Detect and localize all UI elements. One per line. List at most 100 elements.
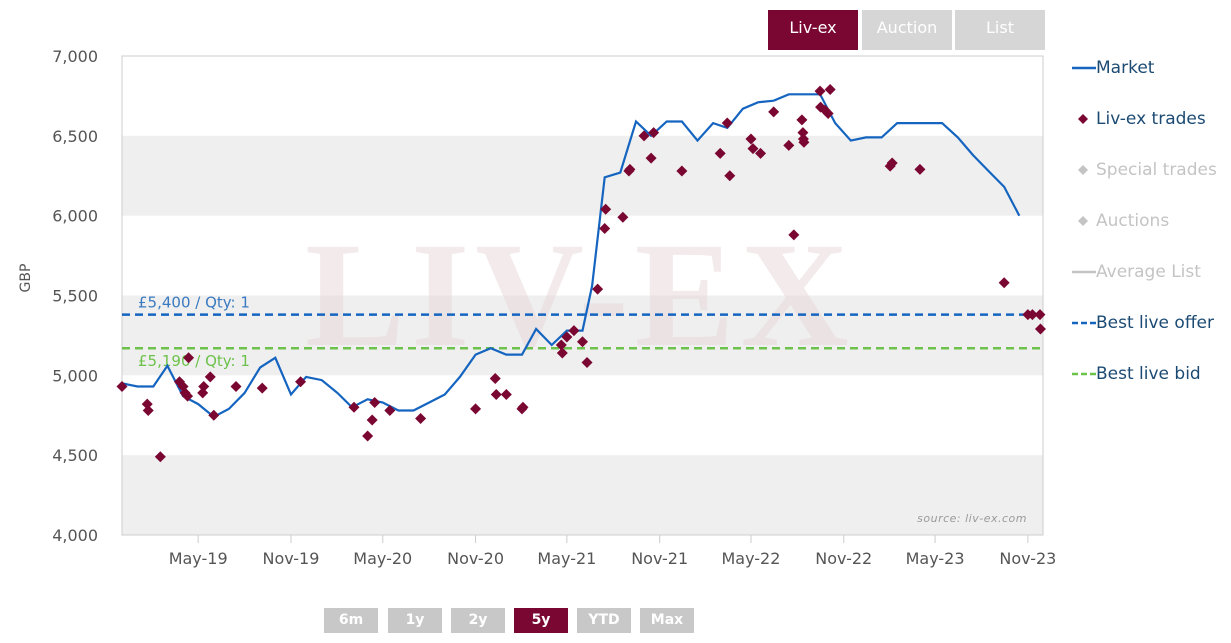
trade-point <box>154 451 166 463</box>
diamond-icon <box>1070 211 1096 231</box>
best-live-offer-label: £5,400 / Qty: 1 <box>138 294 250 312</box>
source-credit: source: liv-ex.com <box>917 512 1027 525</box>
legend-label: Special trades <box>1096 160 1217 180</box>
trade-point <box>256 382 268 394</box>
trade-point <box>230 381 242 393</box>
y-tick-label: 7,000 <box>52 47 98 66</box>
trade-point <box>198 381 210 393</box>
trade-point <box>1034 323 1046 335</box>
line-icon <box>1070 313 1096 333</box>
legend-item-market[interactable]: Market <box>1070 58 1154 82</box>
legend-label: Auctions <box>1096 211 1170 231</box>
trade-point <box>638 130 650 142</box>
range-button-max[interactable]: Max <box>640 608 694 633</box>
trade-point <box>500 388 512 400</box>
trade-point <box>182 390 194 402</box>
trade-point <box>204 371 216 383</box>
trade-point <box>362 430 374 442</box>
grid-bands <box>121 55 1044 536</box>
x-tick-label: Nov-21 <box>631 549 688 568</box>
trade-point <box>295 376 307 388</box>
trade-point <box>824 84 836 96</box>
trade-point <box>183 352 195 364</box>
trade-point <box>914 163 926 175</box>
legend-label: Best live offer <box>1096 313 1214 333</box>
y-axis-title: GBP <box>18 264 34 293</box>
y-axis: 4,000 4,500 5,000 5,500 6,000 6,500 7,000 <box>52 47 98 545</box>
y-tick-label: 5,000 <box>52 366 98 385</box>
x-tick-label: Nov-20 <box>447 549 504 568</box>
line-icon <box>1070 58 1096 78</box>
range-button-2y[interactable]: 2y <box>451 608 505 633</box>
livex-trades <box>116 84 1046 463</box>
trade-point <box>600 203 612 215</box>
legend-item-auctions[interactable]: Auctions <box>1070 211 1169 235</box>
range-button-ytd[interactable]: YTD <box>577 608 631 633</box>
trade-point <box>676 165 688 177</box>
y-tick-label: 4,500 <box>52 446 98 465</box>
y-tick-label: 6,500 <box>52 127 98 146</box>
trade-point <box>783 139 795 151</box>
trade-point <box>886 157 898 169</box>
trade-point <box>645 152 657 164</box>
x-tick-label: May-21 <box>537 549 596 568</box>
line-icon <box>1070 262 1096 282</box>
tab-livex[interactable]: Liv-ex <box>768 10 858 50</box>
trade-point <box>366 414 378 426</box>
trade-point <box>797 127 809 139</box>
trade-point <box>998 277 1010 289</box>
legend-item-best-live-offer[interactable]: Best live offer <box>1070 313 1214 337</box>
range-button-5y[interactable]: 5y <box>514 608 568 633</box>
trade-point <box>490 388 502 400</box>
x-tick-label: May-20 <box>353 549 412 568</box>
x-tick-label: Nov-19 <box>262 549 319 568</box>
trade-point <box>577 336 588 348</box>
line-icon <box>1070 364 1096 384</box>
legend-label: Best live bid <box>1096 364 1201 384</box>
trade-point <box>489 373 501 385</box>
x-tick-label: Nov-22 <box>815 549 872 568</box>
trade-point <box>822 107 834 119</box>
trade-point <box>768 106 780 118</box>
trade-point <box>796 114 808 126</box>
legend-item-special-trades[interactable]: Special trades <box>1070 160 1217 184</box>
legend-label: Liv-ex trades <box>1096 109 1206 129</box>
grid-band <box>122 135 1043 216</box>
y-tick-label: 5,500 <box>52 287 98 306</box>
trade-point <box>747 143 759 155</box>
trade-point <box>384 404 396 416</box>
reference-lines: £5,400 / Qty: 1 £5,190 / Qty: 1 <box>122 294 1043 370</box>
trade-point <box>814 85 826 97</box>
trade-point <box>517 401 529 413</box>
trade-point <box>755 147 767 159</box>
legend-item-liv-ex-trades[interactable]: Liv-ex trades <box>1070 109 1206 133</box>
range-button-6m[interactable]: 6m <box>324 608 378 633</box>
legend-label: Average List <box>1096 262 1201 282</box>
range-button-1y[interactable]: 1y <box>388 608 442 633</box>
x-tick-label: May-22 <box>721 549 780 568</box>
legend-item-average-list[interactable]: Average List <box>1070 262 1201 286</box>
trade-point <box>116 381 128 393</box>
trade-point <box>1034 309 1046 321</box>
trade-point <box>369 396 381 408</box>
trade-point <box>798 136 810 148</box>
trade-point <box>648 127 660 139</box>
diamond-icon <box>1070 160 1096 180</box>
x-tick-label: May-23 <box>906 549 965 568</box>
x-tick-label: Nov-23 <box>999 549 1056 568</box>
trade-point <box>581 357 593 369</box>
tab-auction[interactable]: Auction <box>862 10 952 50</box>
trade-point <box>724 170 736 182</box>
x-axis: May-19 Nov-19 May-20 Nov-20 May-21 Nov-21 May-… <box>169 535 1056 568</box>
legend-item-best-live-bid[interactable]: Best live bid <box>1070 364 1201 388</box>
watermark-text: LIV-EX <box>305 212 855 378</box>
grid-band <box>122 455 1043 535</box>
trade-point <box>555 339 567 351</box>
trade-point <box>142 404 154 416</box>
trade-point <box>624 163 636 175</box>
best-live-bid-label: £5,190 / Qty: 1 <box>138 352 250 370</box>
trade-point <box>1026 309 1038 321</box>
tab-list[interactable]: List <box>955 10 1045 50</box>
diamond-icon <box>1070 109 1096 129</box>
